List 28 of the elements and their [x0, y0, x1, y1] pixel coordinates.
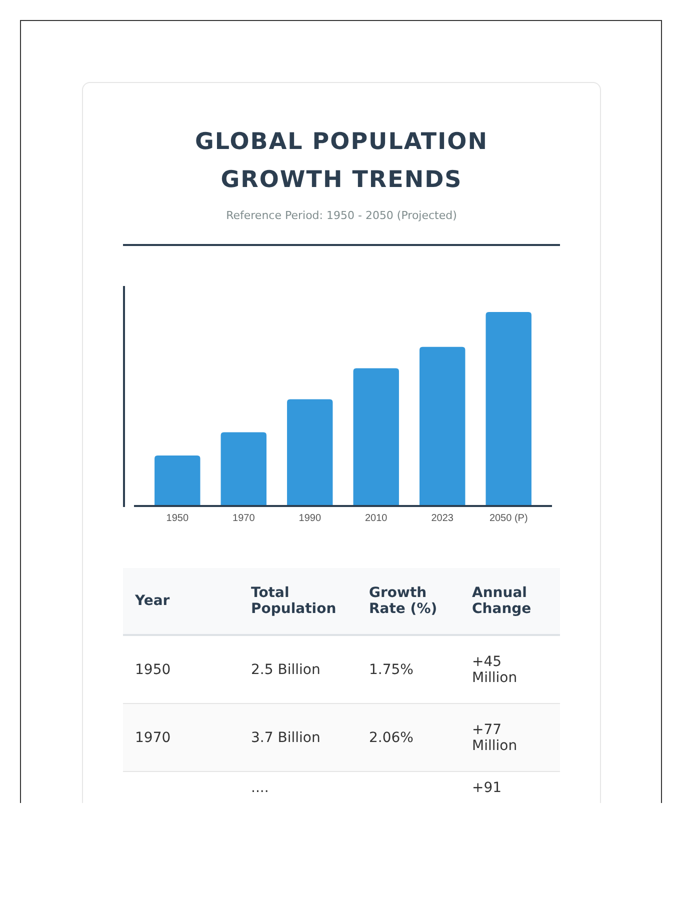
- text: Year: [123, 568, 239, 635]
- chart-subtitle: Reference Period: 1950 - 2050 (Projected): [123, 209, 560, 246]
- x-tick-label: 2023: [431, 513, 454, 524]
- text: 1950: [123, 635, 239, 704]
- x-tick-label: 1990: [298, 513, 322, 524]
- x-tick-label: 1970: [232, 513, 256, 524]
- bar: [486, 312, 532, 506]
- bar: [220, 432, 266, 506]
- text: +77 Million: [460, 704, 560, 772]
- text: Annual Change: [460, 568, 560, 635]
- text: 2.5 Billion: [239, 635, 357, 704]
- text: Growth Rate (%): [357, 568, 460, 635]
- bar: [154, 456, 200, 506]
- text: +91: [471, 779, 503, 798]
- bar: [353, 368, 399, 506]
- text: 1.75%: [357, 635, 460, 704]
- x-tick-label: 1950: [166, 513, 189, 524]
- bar: [420, 346, 466, 506]
- text: 3.7 Billion: [239, 704, 357, 772]
- text: 2.06%: [357, 704, 460, 772]
- text: ....: [250, 779, 270, 798]
- text: 1970: [123, 704, 239, 772]
- bar: [287, 399, 333, 506]
- x-tick-label: 2050 (P): [489, 513, 528, 524]
- x-tick-label: 2010: [364, 513, 388, 524]
- text: +45 Million: [460, 635, 560, 704]
- text: Total Population: [239, 568, 357, 635]
- chart-title: GLOBAL POPULATION GROWTH TRENDS: [194, 128, 489, 195]
